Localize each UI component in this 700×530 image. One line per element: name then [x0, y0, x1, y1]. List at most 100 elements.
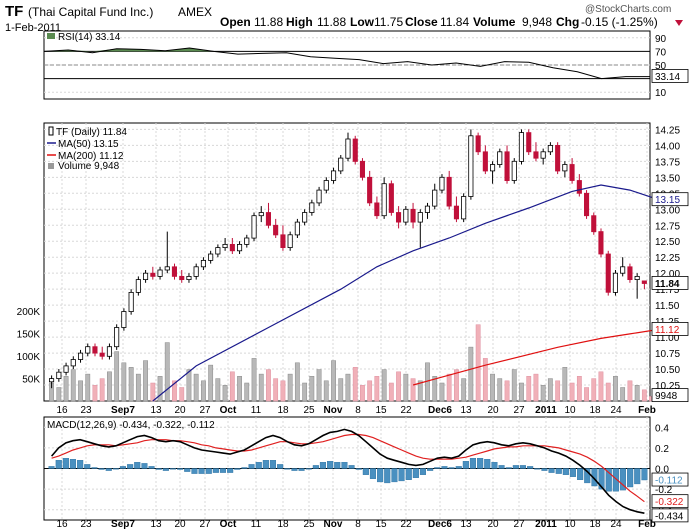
volume-bar	[562, 367, 568, 402]
x-tick-label: 13	[150, 519, 162, 530]
price-candles	[49, 129, 647, 389]
macd-histogram-bar	[641, 468, 648, 481]
candle-body	[193, 266, 199, 277]
macd-tick-label: 0.2	[655, 444, 669, 455]
volume-bar	[63, 376, 69, 402]
volume-bar	[78, 380, 83, 402]
rsi-tick-label: 70	[655, 47, 667, 58]
volume-bar	[251, 358, 257, 402]
macd-line	[50, 428, 645, 514]
x-tick-label: 18	[277, 405, 289, 416]
x-tick-label: 13	[460, 519, 472, 530]
volume-bar	[504, 380, 510, 402]
candle-body	[395, 212, 402, 223]
x-tick-label: 20	[174, 519, 186, 530]
price-legend-text: TF (Daily) 11.84	[56, 127, 127, 138]
high-label: High	[286, 15, 313, 29]
macd-histogram-bar	[255, 462, 262, 469]
volume-bar	[121, 362, 127, 402]
value-tags: 33.14 11.84 13.15 11.12 9948 -0.112 -0.322 -0.4…	[651, 69, 689, 523]
x-tick-label: 23	[80, 405, 92, 416]
rsi-legend: RSI(14) 33.14	[47, 32, 121, 43]
x-tick-label: 8	[355, 405, 361, 416]
price-tick-label: 14.25	[655, 125, 680, 136]
volume-bar	[547, 378, 553, 402]
macd-histogram-bar	[162, 468, 169, 471]
macd-histogram-bar	[627, 468, 634, 488]
x-tick-label: 10	[564, 519, 576, 530]
x-tick-label: Nov	[324, 405, 343, 416]
candle-body	[200, 259, 207, 268]
macd-histogram-bar	[434, 467, 441, 469]
macd-histogram-bar	[577, 468, 584, 481]
volume-bar	[179, 387, 185, 402]
volume-bar	[316, 369, 322, 402]
price-axis-labels: 14.2514.0013.7513.5013.2513.0012.7512.50…	[655, 125, 680, 392]
volume-bar	[540, 385, 546, 402]
macd-histogram-bar	[455, 466, 462, 469]
candle-body	[504, 151, 510, 182]
rsi-overbought-fill	[44, 48, 650, 52]
candle-body	[359, 160, 365, 178]
candle-body	[446, 176, 452, 207]
macd-histogram-bar	[498, 465, 505, 469]
volume-bar	[468, 346, 474, 402]
volume-bar	[201, 380, 206, 402]
x-tick-label: Oct	[220, 405, 237, 416]
volume-bar	[107, 371, 112, 402]
x-tick-label: 13	[150, 405, 162, 416]
macd-histogram-bar	[491, 462, 498, 469]
macd-histogram-bar	[377, 468, 384, 483]
candle-body	[294, 221, 300, 236]
candle-body	[461, 196, 467, 220]
macd-histogram-bar	[298, 468, 305, 471]
volume-bar	[345, 373, 351, 402]
volume-bar	[135, 373, 141, 402]
volume-bar	[475, 324, 481, 402]
x-tick-label: 20	[487, 519, 499, 530]
macd-histogram-bar	[184, 468, 191, 472]
macd-histogram-bar	[319, 462, 327, 469]
macd-histogram-bar	[512, 465, 519, 469]
macd-histogram-bar	[241, 467, 248, 469]
volume-bar	[302, 382, 308, 402]
volume-bar	[273, 378, 279, 402]
quote-date: 1-Feb-2011	[5, 22, 61, 34]
macd-histogram-bar	[427, 468, 434, 471]
macd-histogram-bar	[527, 466, 534, 469]
volume-bar	[56, 387, 62, 402]
candle-body	[265, 212, 271, 226]
x-tick-label: 13	[460, 405, 472, 416]
candle-body	[142, 272, 149, 281]
x-tick-label: Sep7	[111, 519, 135, 530]
macd-histogram-bar	[77, 460, 84, 469]
volume-bar	[258, 373, 264, 402]
volume-bar	[92, 385, 98, 402]
candle-body	[258, 212, 264, 217]
x-tick-label: 27	[513, 519, 525, 530]
price-tick-label: 10.75	[655, 349, 680, 360]
volume-bar	[360, 385, 365, 402]
price-grid	[44, 123, 650, 401]
macd-histogram-bar	[612, 468, 619, 492]
candle-body	[78, 352, 84, 360]
volume-value: 9,948	[522, 15, 552, 29]
candle-body	[85, 346, 91, 354]
macd-histogram-bar	[619, 468, 626, 491]
macd-histogram-bar	[69, 459, 76, 469]
price-tick-label: 14.00	[655, 141, 680, 152]
macd-signal-line	[51, 433, 645, 503]
volume-bar	[280, 380, 286, 402]
candle-body	[417, 212, 423, 223]
volume-bar	[128, 367, 134, 402]
macd-histogram-bar	[477, 458, 484, 469]
macd-hist-value-tag-text: -0.112	[655, 476, 683, 487]
candle-body	[475, 135, 481, 153]
macd-histogram-bar	[598, 468, 605, 490]
price-tick-label: 12.00	[655, 269, 680, 280]
macd-value-tag-box	[651, 508, 689, 523]
candle-body	[374, 202, 380, 217]
candle-body	[576, 180, 582, 194]
volume-bar	[85, 373, 91, 402]
x-tick-label: 11	[251, 519, 262, 530]
